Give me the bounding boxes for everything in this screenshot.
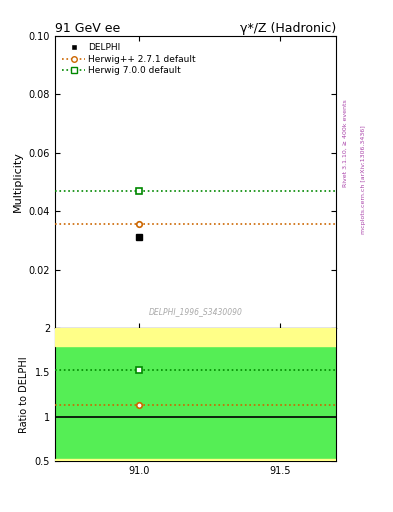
Text: 91 GeV ee: 91 GeV ee [55, 22, 120, 35]
Legend: DELPHI, Herwig++ 2.7.1 default, Herwig 7.0.0 default: DELPHI, Herwig++ 2.7.1 default, Herwig 7… [59, 40, 199, 78]
Bar [55, 459, 336, 461]
Text: γ*/Z (Hadronic): γ*/Z (Hadronic) [240, 22, 336, 35]
Text: mcplots.cern.ch [arXiv:1306.3436]: mcplots.cern.ch [arXiv:1306.3436] [361, 125, 366, 233]
Y-axis label: Ratio to DELPHI: Ratio to DELPHI [19, 356, 29, 433]
Text: DELPHI_1996_S3430090: DELPHI_1996_S3430090 [149, 308, 242, 316]
Bar [55, 328, 336, 346]
Y-axis label: Multiplicity: Multiplicity [13, 152, 23, 212]
Text: Rivet 3.1.10, ≥ 400k events: Rivet 3.1.10, ≥ 400k events [343, 99, 348, 187]
